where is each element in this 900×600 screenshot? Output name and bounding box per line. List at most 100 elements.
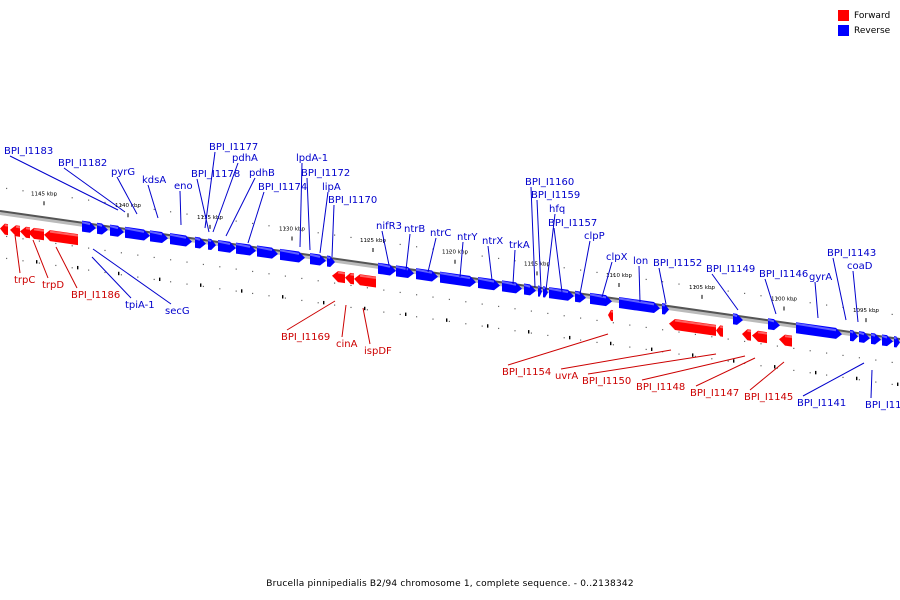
gene-label-bpi-i1150[interactable]: BPI_I1150 [582, 376, 631, 387]
gene-label-bpi-i1159[interactable]: BPI_I1159 [531, 190, 580, 201]
gene-label-trpc[interactable]: trpC [14, 275, 35, 286]
reverse-gene-arrow[interactable] [169, 233, 192, 247]
reverse-gene-arrow[interactable] [501, 280, 522, 294]
gene-label-bpi-i1182[interactable]: BPI_I1182 [58, 158, 107, 169]
gene-label-bpi-i1147[interactable]: BPI_I1147 [690, 388, 739, 399]
gene-label-ntrb[interactable]: ntrB [404, 224, 425, 235]
reverse-gene-arrow[interactable] [235, 242, 256, 256]
gene-label-trka[interactable]: trkA [509, 240, 530, 251]
reverse-gene-arrow[interactable] [858, 331, 870, 343]
reverse-gene-arrow[interactable] [149, 230, 168, 244]
reverse-gene-arrow[interactable] [377, 262, 396, 276]
reverse-gene-arrow[interactable] [96, 222, 108, 235]
gene-label-bpi-i1186[interactable]: BPI_I1186 [71, 290, 120, 301]
forward-gene-arrow[interactable] [608, 309, 614, 322]
reverse-gene-arrow[interactable] [279, 248, 305, 263]
reverse-gene-arrow[interactable] [81, 220, 96, 233]
gene-label-gyra[interactable]: gyrA [809, 272, 832, 283]
gene-label-bpi-i1177[interactable]: BPI_I1177 [209, 142, 258, 153]
forward-gene-arrow[interactable] [20, 226, 31, 239]
gene-label-coad[interactable]: coaD [847, 261, 873, 272]
reverse-gene-arrow[interactable] [395, 265, 414, 279]
gene-label-clpp[interactable]: clpP [584, 231, 605, 242]
reverse-gene-arrow[interactable] [795, 322, 842, 339]
gene-label-tpia-1[interactable]: tpiA-1 [125, 300, 155, 311]
gene-label-bpi-i1148[interactable]: BPI_I1148 [636, 382, 685, 393]
forward-gene-arrow[interactable] [44, 230, 79, 246]
forward-gene-arrow[interactable] [742, 329, 752, 341]
forward-gene-arrow[interactable] [716, 325, 724, 337]
ruler-minor-dot [399, 243, 401, 246]
gene-label-bpi-i1172[interactable]: BPI_I1172 [301, 168, 350, 179]
forward-gene-arrow[interactable] [779, 334, 793, 347]
gene-label-pdha[interactable]: pdhA [232, 153, 258, 164]
reverse-gene-arrow[interactable] [439, 271, 476, 287]
gene-label-hfq[interactable]: hfq [549, 204, 565, 215]
gene-label-kdsa[interactable]: kdsA [142, 175, 166, 186]
gene-label-bpi-i1143[interactable]: BPI_I1143 [827, 248, 876, 259]
reverse-gene-arrow[interactable] [537, 285, 542, 297]
gene-label-ispdf[interactable]: ispDF [364, 346, 392, 357]
gene-label-nifr3[interactable]: nifR3 [376, 221, 402, 232]
reverse-gene-arrow[interactable] [849, 329, 858, 342]
forward-gene-arrow[interactable] [10, 225, 21, 237]
reverse-gene-arrow[interactable] [574, 290, 586, 303]
gene-label-pdhb[interactable]: pdhB [249, 168, 275, 179]
gene-label-bpi-i1154[interactable]: BPI_I1154 [502, 367, 551, 378]
gene-label-trpd[interactable]: trpD [42, 280, 64, 291]
gene-label-ntry[interactable]: ntrY [457, 232, 478, 243]
reverse-gene-arrow[interactable] [542, 286, 548, 298]
reverse-gene-arrow[interactable] [548, 287, 574, 301]
gene-label-bpi-i1174[interactable]: BPI_I1174 [258, 182, 307, 193]
reverse-gene-arrow[interactable] [589, 292, 612, 307]
gene-label-bpi-i1141[interactable]: BPI_I1141 [797, 398, 846, 409]
forward-gene-arrow[interactable] [669, 319, 717, 336]
gene-label-lpda-1[interactable]: lpdA-1 [296, 153, 328, 164]
gene-label-eno[interactable]: eno [174, 181, 193, 192]
reverse-gene-arrow[interactable] [661, 303, 669, 315]
reverse-gene-arrow[interactable] [415, 268, 438, 282]
reverse-gene-arrow[interactable] [893, 336, 900, 348]
reverse-gene-arrow[interactable] [881, 334, 893, 347]
gene-label-bpi-i1140[interactable]: BPI_I1140 [865, 400, 900, 411]
reverse-gene-arrow[interactable] [618, 297, 660, 314]
reverse-gene-arrow[interactable] [309, 253, 326, 266]
reverse-gene-arrow[interactable] [326, 255, 335, 267]
gene-label-lon[interactable]: lon [633, 256, 648, 267]
gene-label-cina[interactable]: cinA [336, 339, 358, 350]
reverse-gene-arrow[interactable] [767, 318, 780, 331]
forward-gene-arrow[interactable] [752, 330, 768, 344]
gene-label-clpx[interactable]: clpX [606, 252, 628, 263]
forward-gene-arrow[interactable] [28, 227, 45, 241]
reverse-gene-arrow[interactable] [477, 276, 500, 291]
gene-label-bpi-i1183[interactable]: BPI_I1183 [4, 146, 53, 157]
reverse-gene-arrow[interactable] [194, 236, 206, 249]
reverse-gene-arrow[interactable] [109, 224, 124, 237]
forward-gene-arrow[interactable] [332, 271, 346, 284]
gene-label-pyrg[interactable]: pyrG [111, 167, 135, 178]
gene-label-lipa[interactable]: lipA [322, 182, 341, 193]
gene-label-bpi-i1178[interactable]: BPI_I1178 [191, 169, 240, 180]
reverse-gene-arrow[interactable] [870, 332, 881, 345]
gene-label-bpi-i1157[interactable]: BPI_I1157 [548, 218, 597, 229]
gene-label-bpi-i1145[interactable]: BPI_I1145 [744, 392, 793, 403]
gene-label-bpi-i1160[interactable]: BPI_I1160 [525, 177, 574, 188]
gene-label-ntrc[interactable]: ntrC [430, 228, 451, 239]
gene-label-bpi-i1146[interactable]: BPI_I1146 [759, 269, 808, 280]
gene-label-bpi-i1149[interactable]: BPI_I1149 [706, 264, 755, 275]
reverse-gene-arrow[interactable] [124, 226, 150, 241]
gene-label-uvra[interactable]: uvrA [555, 371, 578, 382]
reverse-gene-arrow[interactable] [256, 245, 278, 259]
reverse-gene-arrow[interactable] [732, 313, 743, 325]
gene-label-bpi-i1170[interactable]: BPI_I1170 [328, 195, 377, 206]
reverse-gene-arrow[interactable] [217, 240, 236, 253]
reverse-gene-arrow[interactable] [523, 283, 536, 296]
forward-gene-arrow[interactable] [0, 223, 9, 236]
forward-gene-arrow[interactable] [354, 274, 377, 288]
forward-gene-arrow[interactable] [345, 272, 355, 285]
reverse-gene-arrow[interactable] [207, 238, 216, 251]
gene-label-secg[interactable]: secG [165, 306, 190, 317]
gene-label-bpi-i1152[interactable]: BPI_I1152 [653, 258, 702, 269]
gene-label-bpi-i1169[interactable]: BPI_I1169 [281, 332, 330, 343]
gene-label-ntrx[interactable]: ntrX [482, 236, 503, 247]
